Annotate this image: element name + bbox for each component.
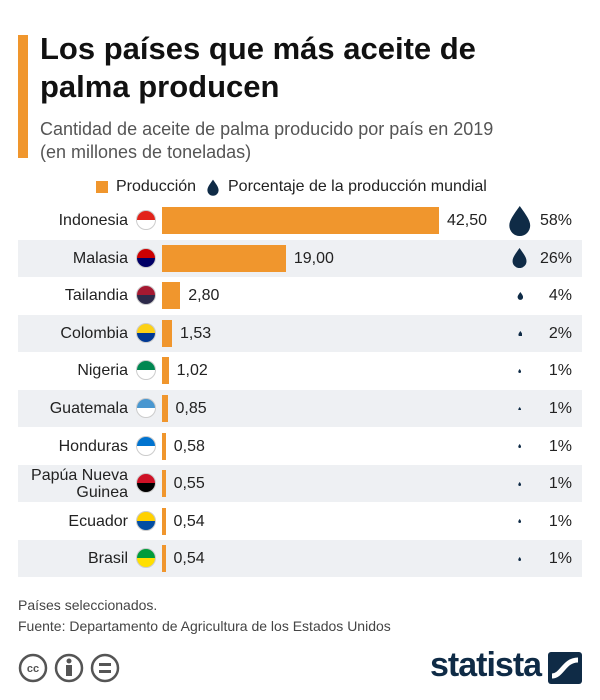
value-label: 0,58 — [173, 437, 205, 455]
category-label: Colombia — [60, 324, 128, 342]
flag — [136, 247, 156, 268]
share-label: 1% — [548, 400, 572, 417]
category-label: Papúa Nueva Guinea — [31, 466, 128, 501]
row: Nigeria 1,02 1% — [18, 352, 582, 389]
brand-logo — [548, 652, 582, 684]
category-label: Brasil — [87, 550, 128, 568]
share-drop — [513, 248, 527, 269]
share-drop — [509, 205, 531, 236]
bar — [162, 357, 169, 385]
chart-subtitle: Cantidad de aceite de palma producido po… — [40, 119, 494, 162]
bar — [162, 507, 166, 535]
bar — [162, 470, 166, 498]
row: Colombia 1,53 2% — [18, 314, 582, 352]
bar — [162, 244, 286, 272]
license-icons: cc — [18, 653, 120, 683]
share-drop — [518, 406, 522, 411]
row: Papúa Nueva Guinea 0,55 1% — [18, 465, 582, 503]
value-label: 19,00 — [293, 249, 334, 267]
share-drop — [518, 444, 522, 449]
bar — [162, 395, 168, 422]
row: Honduras 0,58 1% — [18, 428, 582, 465]
legend-swatch — [207, 179, 219, 196]
category-label: Honduras — [58, 437, 128, 455]
share-drop — [518, 330, 522, 337]
row: Indonesia 42,50 58% — [18, 202, 582, 239]
value-label: 2,80 — [188, 287, 220, 305]
share-label: 1% — [548, 362, 572, 380]
category-label: Indonesia — [58, 212, 128, 229]
note: Países seleccionados. — [18, 597, 158, 613]
share-drop — [518, 368, 522, 373]
row: Malasia 19,00 26% — [18, 239, 582, 277]
category-label: Ecuador — [68, 512, 128, 530]
share-drop — [517, 291, 523, 300]
flag — [136, 548, 156, 569]
bar — [162, 282, 181, 310]
accent-bar — [18, 35, 28, 158]
flag — [136, 285, 156, 306]
category-label: Malasia — [72, 249, 128, 267]
flag — [136, 398, 156, 418]
share-label: 1% — [548, 550, 572, 568]
value-label: 1,53 — [179, 324, 212, 342]
share-label: 58% — [539, 212, 572, 229]
value-label: 0,54 — [173, 512, 205, 530]
bar — [162, 319, 172, 347]
legend-label: Porcentaje de la producción mundial — [228, 178, 487, 195]
brand: statista — [430, 646, 542, 684]
value-label: 0,54 — [173, 550, 205, 568]
legend-swatch — [96, 181, 108, 193]
flag — [136, 510, 156, 531]
category-label: Nigeria — [77, 362, 128, 380]
flag — [136, 360, 156, 381]
share-drop — [518, 481, 522, 486]
share-label: 26% — [539, 249, 572, 267]
value-label: 0,85 — [175, 400, 207, 417]
value-label: 1,02 — [176, 362, 208, 380]
share-label: 1% — [548, 475, 572, 493]
legend-label: Producción — [116, 178, 197, 195]
legend-item: Porcentaje de la producción mundial — [206, 178, 487, 196]
share-drop — [518, 556, 522, 561]
svg-text:cc: cc — [27, 663, 39, 675]
bar — [162, 432, 166, 460]
share-label: 4% — [548, 287, 572, 305]
row: Brasil 0,54 1% — [18, 540, 582, 578]
legend-item: Producción — [96, 178, 196, 196]
row: Guatemala 0,85 1% — [18, 390, 582, 427]
flag — [136, 473, 156, 494]
share-label: 1% — [548, 512, 572, 530]
flag — [136, 210, 156, 230]
row: Tailandia 2,80 4% — [18, 277, 582, 314]
share-label: 1% — [548, 437, 572, 455]
value-label: 42,50 — [447, 212, 488, 229]
value-label: 0,55 — [173, 475, 205, 493]
chart-title: Los países que más aceite de palma produ… — [40, 31, 476, 104]
source: Fuente: Departamento de Agricultura de l… — [18, 618, 391, 634]
flag — [136, 322, 156, 343]
row: Ecuador 0,54 1% — [18, 503, 582, 540]
bar — [162, 207, 439, 234]
share-drop — [518, 519, 522, 524]
flag — [136, 435, 156, 456]
category-label: Tailandia — [64, 287, 128, 305]
category-label: Guatemala — [49, 400, 128, 417]
bar — [162, 545, 166, 573]
share-label: 2% — [548, 324, 572, 342]
